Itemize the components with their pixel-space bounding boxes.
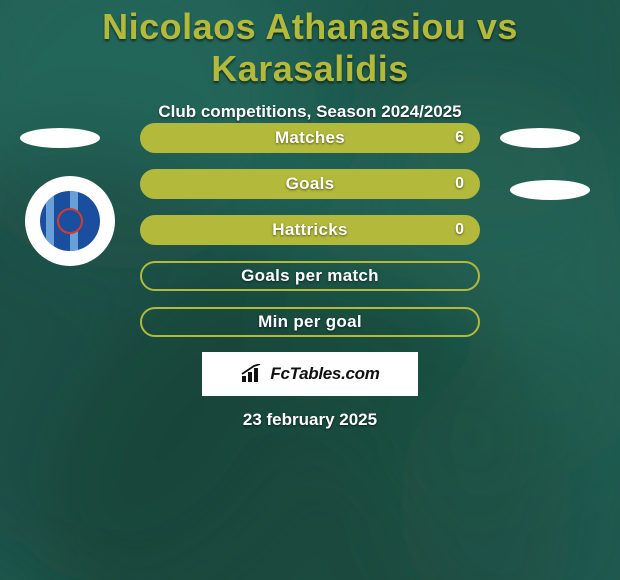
stat-bar-label: Min per goal — [258, 312, 362, 332]
stat-bar-label: Matches — [275, 128, 345, 148]
side-oval — [500, 128, 580, 148]
side-oval — [510, 180, 590, 200]
team-crest — [25, 176, 115, 266]
stat-bar-row: Hattricks 0 — [140, 215, 480, 245]
source-badge-text: FcTables.com — [270, 364, 379, 384]
stat-bar-row: Min per goal — [140, 307, 480, 337]
stat-bars: Matches 6 Goals 0 Hattricks 0 Goals per match M… — [140, 123, 480, 353]
bar-chart-icon — [240, 364, 264, 384]
subtitle: Club competitions, Season 2024/2025 — [0, 102, 620, 122]
side-oval — [20, 128, 100, 148]
stat-bar-row: Goals per match — [140, 261, 480, 291]
stat-bar-row: Goals 0 — [140, 169, 480, 199]
stat-bar-label: Hattricks — [272, 220, 347, 240]
stat-bar-label: Goals — [286, 174, 335, 194]
stat-bar-label: Goals per match — [241, 266, 379, 286]
stat-bar-value: 0 — [455, 175, 464, 193]
team-crest-inner — [40, 191, 100, 251]
page-title: Nicolaos Athanasiou vs Karasalidis — [0, 0, 620, 90]
date-label: 23 february 2025 — [0, 410, 620, 430]
stat-bar-value: 0 — [455, 221, 464, 239]
stat-bar-row: Matches 6 — [140, 123, 480, 153]
source-badge: FcTables.com — [202, 352, 418, 396]
team-crest-center — [57, 208, 83, 234]
stat-bar-value: 6 — [455, 129, 464, 147]
